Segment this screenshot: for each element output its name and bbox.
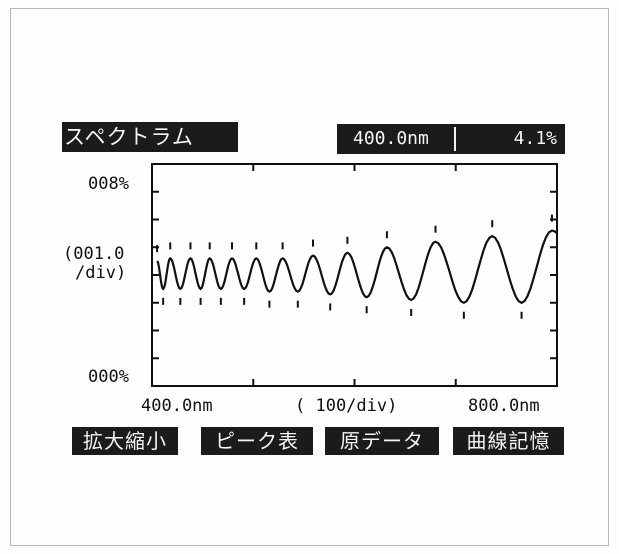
y-axis-unit-label: /div) (75, 263, 127, 283)
y-axis-min-label: 000% (88, 367, 129, 387)
zoom-button[interactable]: 拡大縮小 (72, 427, 178, 455)
plot-area (151, 163, 558, 387)
y-axis-scale-label: (001.0 (63, 244, 125, 264)
peak-markers (156, 214, 553, 319)
spectrum-title: スペクトラム (62, 122, 238, 152)
y-axis-max-label: 008% (88, 174, 129, 194)
axis-ticks (152, 164, 557, 386)
spectrum-curve (156, 229, 558, 305)
cursor-readout: 400.0nm 4.1% (337, 124, 565, 154)
cursor-wavelength: 400.0nm (353, 128, 429, 149)
x-axis-scale-label: ( 100/div) (295, 396, 398, 416)
x-axis-end-label: 800.0nm (468, 396, 540, 416)
peak-table-button[interactable]: ピーク表 (201, 427, 313, 455)
curve-memory-button[interactable]: 曲線記憶 (453, 427, 564, 455)
cursor-marker (454, 127, 456, 151)
raw-data-button[interactable]: 原データ (325, 427, 439, 455)
cursor-value: 4.1% (513, 128, 557, 149)
x-axis-start-label: 400.0nm (141, 396, 213, 416)
